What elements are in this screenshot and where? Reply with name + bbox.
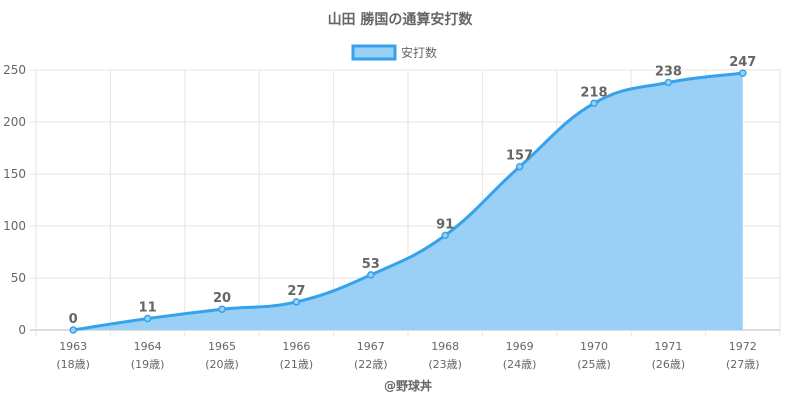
y-tick-label: 50 (11, 271, 26, 285)
y-tick-label: 200 (3, 115, 26, 129)
data-point (218, 305, 226, 313)
x-tick-sublabel: (26歳) (652, 358, 686, 371)
x-tick-label: 1971 (654, 340, 682, 353)
series-line (72, 71, 743, 332)
x-tick-label: 1969 (506, 340, 534, 353)
x-tick-sublabel: (22歳) (354, 358, 388, 371)
data-label: 27 (287, 284, 305, 299)
data-point (367, 271, 375, 279)
y-tick-label: 250 (3, 63, 26, 77)
data-point (69, 326, 77, 334)
series-area (73, 73, 743, 331)
x-tick-sublabel: (23歳) (428, 358, 462, 371)
x-tick-sublabel: (24歳) (503, 358, 537, 371)
data-point (441, 231, 449, 240)
data-label: 0 (69, 312, 78, 327)
x-tick-label: 1966 (282, 340, 310, 353)
data-point (292, 298, 301, 306)
data-label: 218 (580, 85, 607, 100)
x-tick-label: 1964 (134, 340, 162, 353)
data-point (664, 78, 673, 87)
data-label: 91 (436, 217, 454, 232)
data-label: 247 (729, 55, 756, 70)
data-point (739, 69, 747, 77)
x-tick-label: 1963 (59, 340, 87, 353)
x-tick-sublabel: (21歳) (280, 358, 314, 371)
data-point (515, 162, 524, 171)
legend-swatch (351, 44, 397, 61)
data-label: 238 (655, 64, 682, 79)
x-tick-sublabel: (18歳) (56, 358, 90, 371)
y-tick-label: 0 (18, 323, 26, 337)
x-tick-label: 1965 (208, 340, 236, 353)
x-tick-label: 1970 (580, 340, 608, 353)
data-point (590, 99, 598, 108)
x-tick-label: 1968 (431, 340, 459, 353)
data-label: 20 (213, 291, 231, 306)
data-point (143, 314, 152, 323)
y-tick-label: 150 (3, 167, 26, 181)
x-tick-label: 1972 (729, 340, 757, 353)
data-label: 53 (362, 257, 380, 272)
x-tick-sublabel: (20歳) (205, 358, 239, 371)
y-tick-label: 100 (3, 219, 26, 233)
legend-label: 安打数 (401, 45, 437, 60)
data-label: 11 (139, 301, 157, 316)
x-tick-sublabel: (19歳) (131, 358, 165, 371)
x-tick-label: 1967 (357, 340, 385, 353)
x-tick-sublabel: (25歳) (577, 358, 611, 371)
x-axis-label: @野球丼 (384, 378, 432, 393)
legend[interactable]: 安打数 (351, 44, 437, 61)
x-tick-sublabel: (27歳) (726, 358, 760, 371)
chart-title: 山田 勝国の通算安打数 (328, 11, 474, 28)
data-label: 157 (506, 149, 533, 164)
